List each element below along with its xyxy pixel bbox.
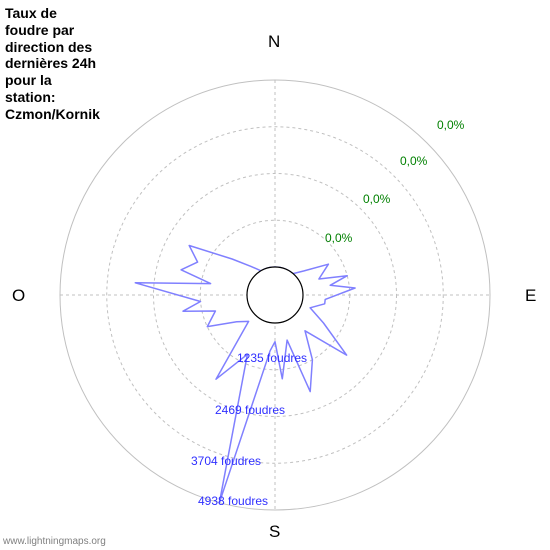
percent-label-1: 0,0% [363, 192, 390, 206]
cardinal-s: S [269, 522, 280, 542]
cardinal-e: E [525, 286, 536, 306]
percent-label-3: 0,0% [437, 118, 464, 132]
foudre-label-0: 1235 foudres [237, 351, 307, 365]
foudre-label-1: 2469 foudres [215, 403, 285, 417]
percent-label-0: 0,0% [325, 231, 352, 245]
cardinal-n: N [268, 32, 280, 52]
cardinal-w: O [12, 286, 25, 306]
footer-attribution: www.lightningmaps.org [3, 536, 106, 547]
polar-chart-svg [0, 0, 550, 550]
polar-chart-container: Taux de foudre par direction des dernièr… [0, 0, 550, 550]
percent-label-2: 0,0% [400, 154, 427, 168]
foudre-label-2: 3704 foudres [191, 454, 261, 468]
foudre-label-3: 4938 foudres [198, 494, 268, 508]
